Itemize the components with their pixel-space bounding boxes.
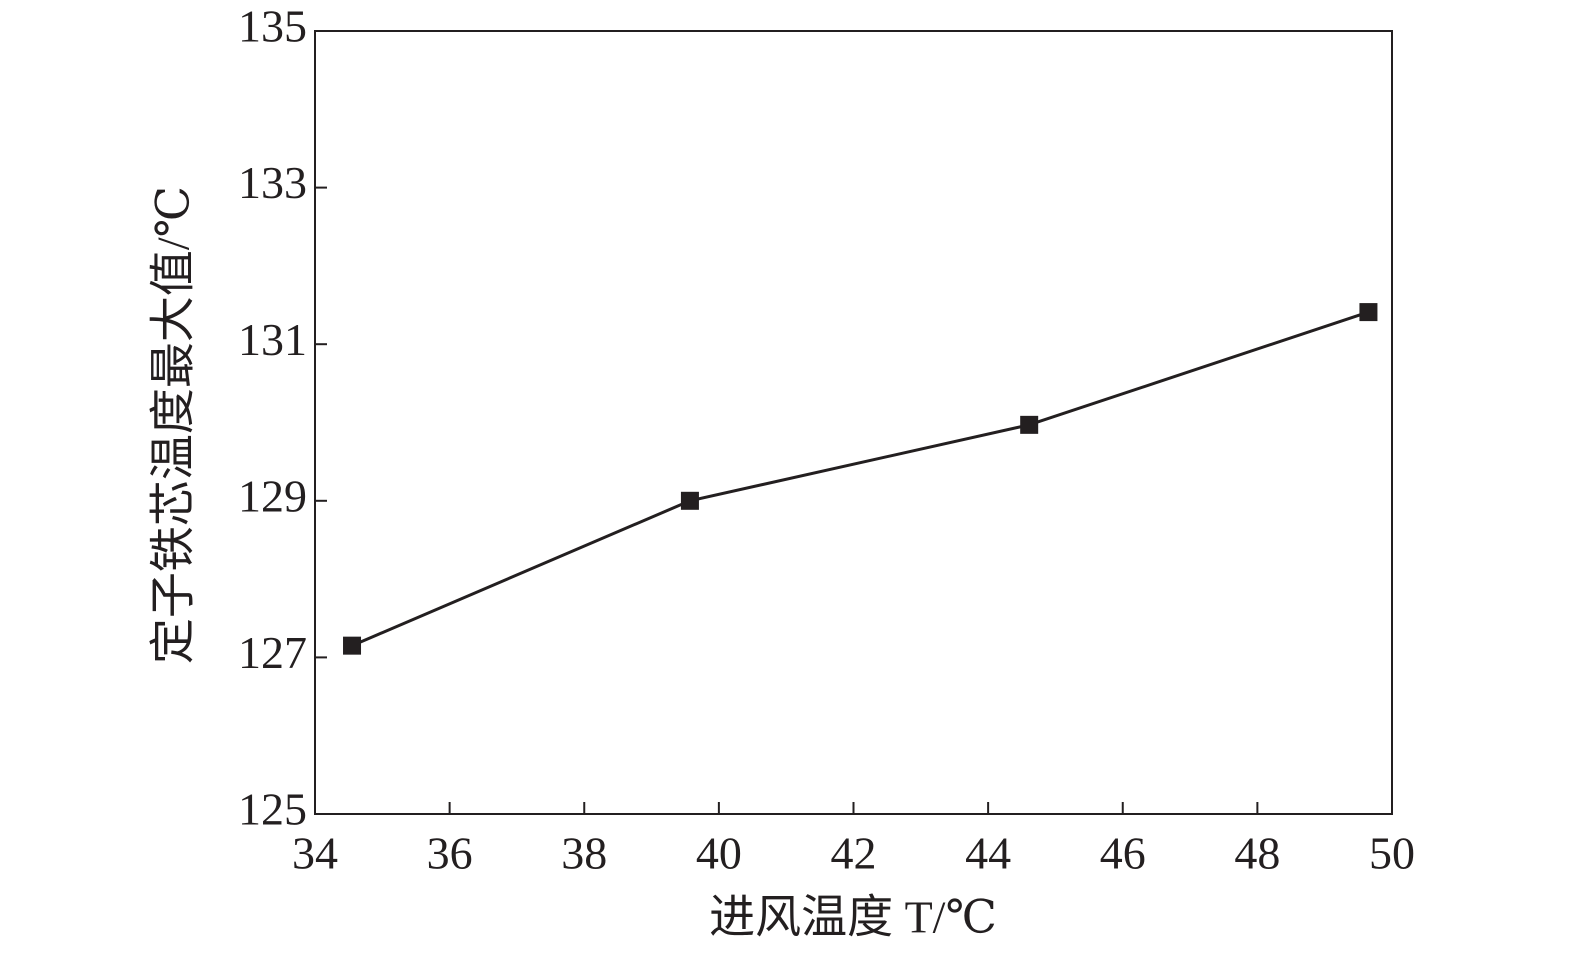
plot-frame	[314, 30, 1393, 815]
y-tick-label: 135	[238, 1, 307, 52]
x-tick-label: 44	[965, 828, 1011, 879]
y-tick-label: 127	[238, 627, 307, 678]
x-tick-label: 48	[1234, 828, 1280, 879]
x-tick-label: 50	[1369, 828, 1415, 879]
marker	[343, 636, 362, 655]
x-tick-label: 42	[831, 828, 877, 879]
marker	[1359, 303, 1378, 322]
line	[351, 310, 1369, 648]
y-tick-label: 125	[238, 784, 307, 835]
marker	[680, 491, 699, 510]
x-tick-label: 40	[696, 828, 742, 879]
x-tick-label: 36	[427, 828, 473, 879]
x-axis-label: 进风温度 T/℃	[709, 892, 997, 943]
y-tick-label: 131	[238, 314, 307, 365]
y-axis-label: 定子铁芯温度最大值/℃	[148, 186, 199, 664]
y-tick-label: 129	[238, 470, 307, 521]
x-tick-label: 38	[561, 828, 607, 879]
x-tick-label: 34	[292, 828, 338, 879]
y-tick-label: 133	[238, 157, 307, 208]
x-tick-label: 46	[1100, 828, 1146, 879]
marker	[1020, 415, 1039, 434]
